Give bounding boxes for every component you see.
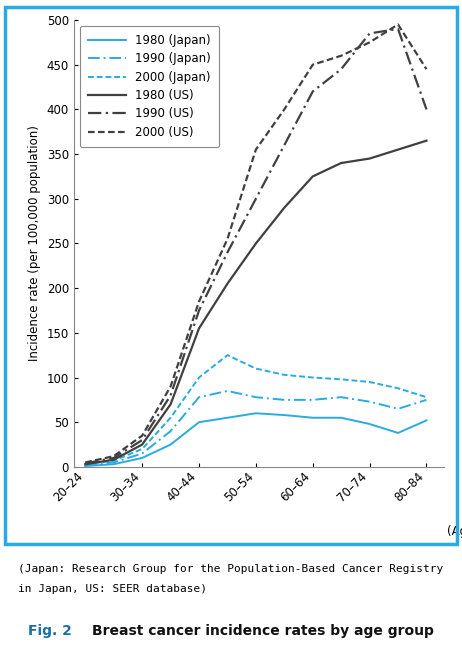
- Y-axis label: Incidence rate (per 100,000 population): Incidence rate (per 100,000 population): [28, 125, 41, 362]
- Text: Fig. 2: Fig. 2: [28, 624, 72, 638]
- Text: Breast cancer incidence rates by age group: Breast cancer incidence rates by age gro…: [92, 624, 434, 638]
- Legend: 1980 (Japan), 1990 (Japan), 2000 (Japan), 1980 (US), 1990 (US), 2000 (US): 1980 (Japan), 1990 (Japan), 2000 (Japan)…: [80, 26, 219, 147]
- Text: (Age): (Age): [447, 525, 462, 538]
- Text: in Japan, US: SEER database): in Japan, US: SEER database): [18, 584, 207, 594]
- Text: (Japan: Research Group for the Population-Based Cancer Registry: (Japan: Research Group for the Populatio…: [18, 564, 444, 574]
